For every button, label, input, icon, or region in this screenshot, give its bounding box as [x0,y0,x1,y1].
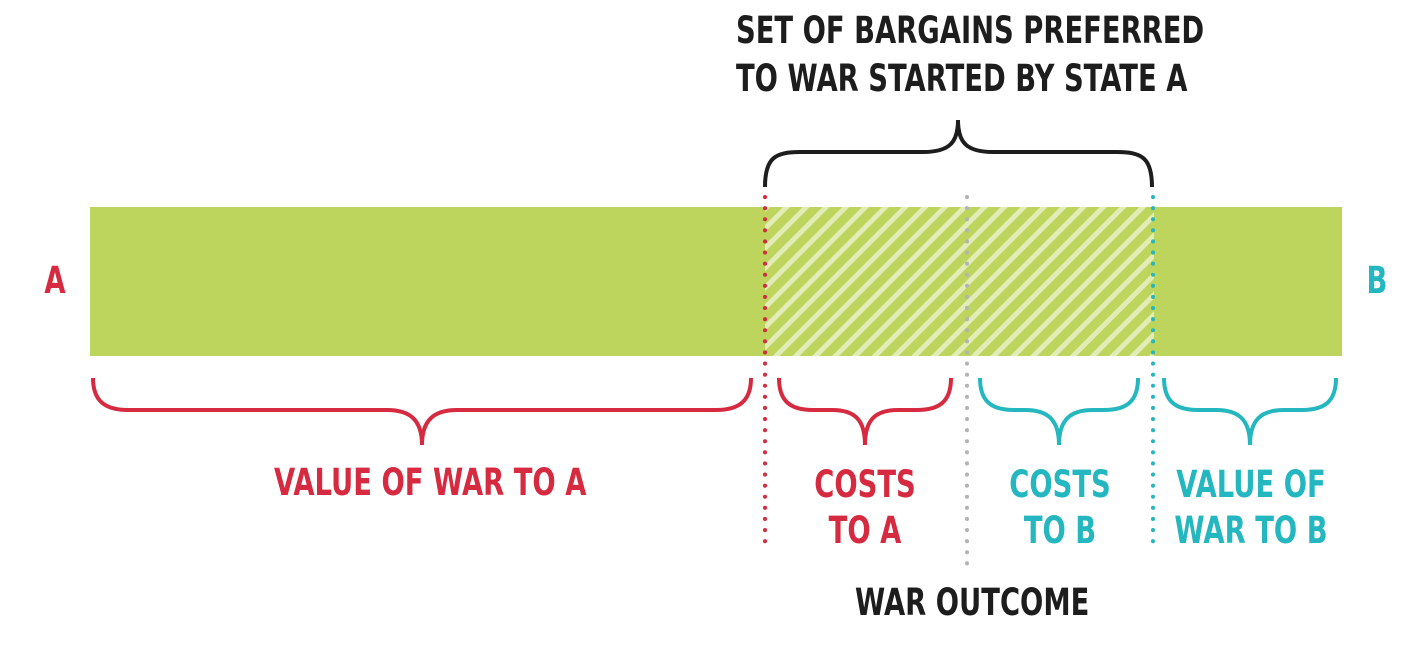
bargaining-range-hatched [765,207,1154,356]
top-brace [763,119,1154,188]
endpoint-b-label: B [1366,259,1388,302]
value-of-war-to-b-label-line-1: VALUE OF [1176,463,1326,506]
costs-to-b-label-line-1: COSTS [1009,463,1111,506]
value-of-war-to-a-label: VALUE OF WAR TO A [274,461,587,504]
costs-to-a-label-line-1: COSTS [814,463,916,506]
bar-left-segment [90,207,765,356]
endpoint-a-label: A [44,259,66,302]
costs-to-b-label-line-2: TO B [1023,509,1097,552]
war-outcome-label: WAR OUTCOME [855,581,1090,624]
bar-right-segment [1154,207,1342,356]
diagram-title-line-1: SET OF BARGAINS PREFERRED [736,9,1205,52]
diagram-title-line-2: TO WAR STARTED BY STATE A [736,57,1188,100]
brace-costs-b [978,377,1140,446]
costs-to-a-label-line-2: TO A [828,509,902,552]
value-of-war-to-b-label-line-2: WAR TO B [1174,509,1328,552]
brace-value-war-a [91,377,753,446]
brace-value-war-b [1162,377,1338,446]
brace-costs-a [777,377,953,446]
